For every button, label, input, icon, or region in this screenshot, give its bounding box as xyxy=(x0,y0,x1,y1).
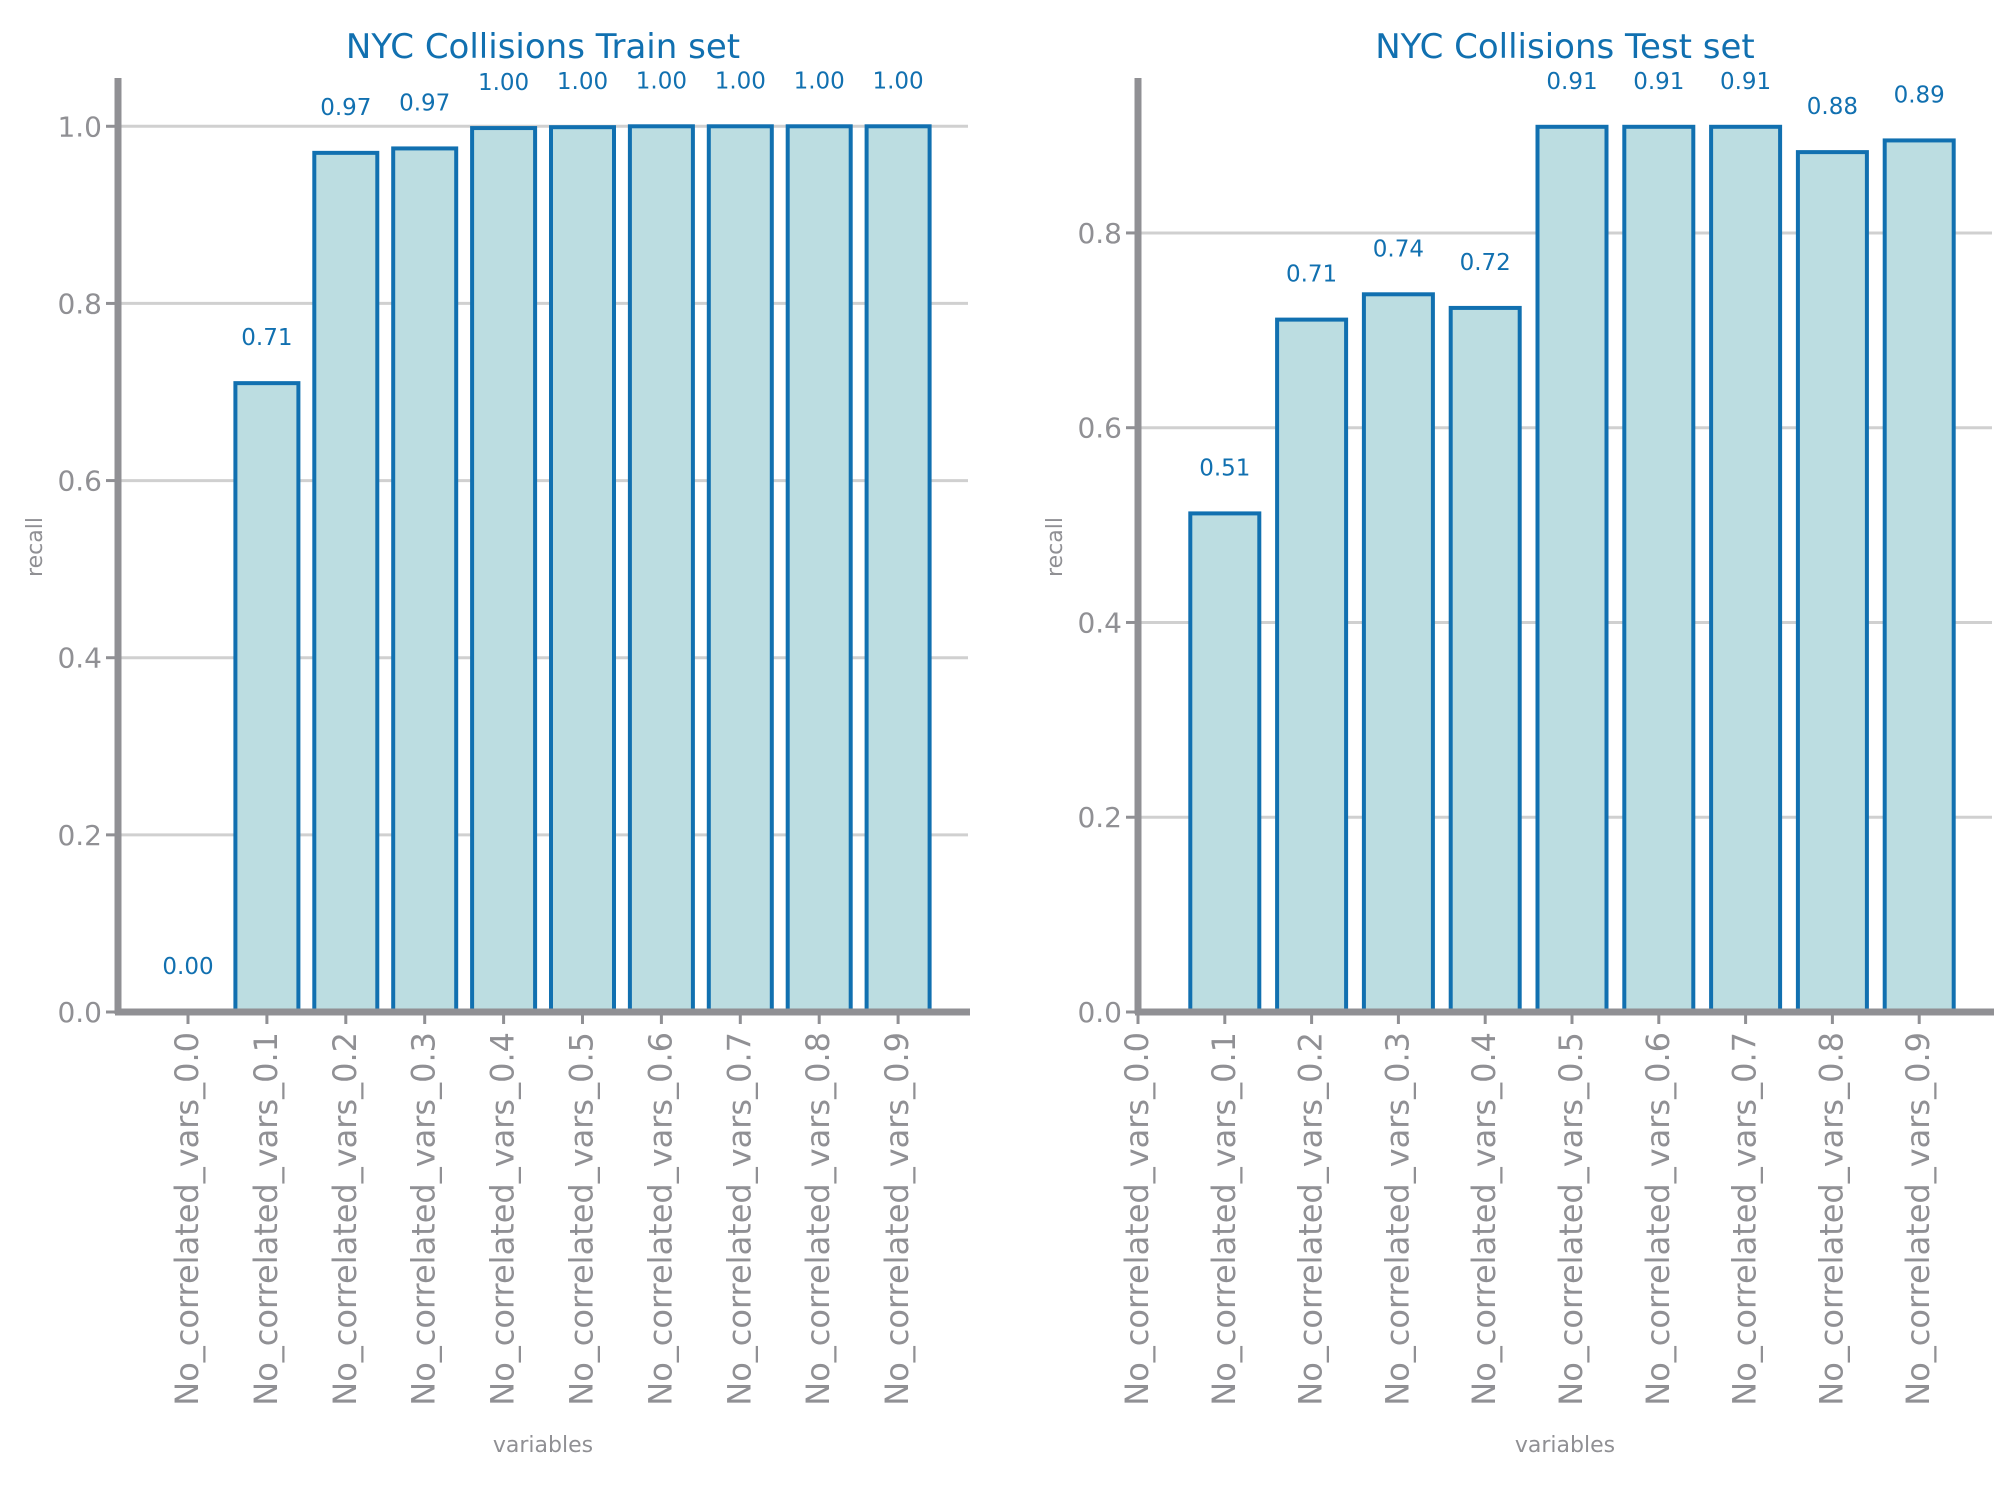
x-tick-label: No_correlated_vars_0.7 xyxy=(720,1032,758,1406)
bar-value-label: 0.97 xyxy=(320,95,371,121)
y-tick-label: 0.2 xyxy=(57,819,102,852)
x-tick-label: No_correlated_vars_0.0 xyxy=(168,1032,206,1406)
y-tick-label: 0.0 xyxy=(57,996,102,1029)
bar-value-label: 0.97 xyxy=(399,90,450,116)
bar-value-label: 1.00 xyxy=(636,68,687,94)
bar-value-label: 0.91 xyxy=(1633,69,1684,95)
bar-value-label: 0.72 xyxy=(1460,250,1511,276)
y-axis-label: recall xyxy=(23,517,48,577)
bar-value-label: 0.71 xyxy=(241,325,292,351)
chart-title: NYC Collisions Test set xyxy=(1375,27,1755,67)
x-tick-label: No_correlated_vars_0.6 xyxy=(1639,1032,1677,1406)
y-tick-label: 0.4 xyxy=(1077,606,1122,639)
x-tick-label: No_correlated_vars_0.3 xyxy=(405,1032,443,1406)
x-tick-label: No_correlated_vars_0.3 xyxy=(1378,1032,1416,1406)
x-tick-label: No_correlated_vars_0.4 xyxy=(1465,1032,1503,1406)
bar-value-label: 1.00 xyxy=(872,68,923,94)
x-tick-label: No_correlated_vars_0.1 xyxy=(1205,1032,1243,1406)
bar xyxy=(233,381,301,1014)
bar xyxy=(312,150,380,1015)
x-tick-label: No_correlated_vars_0.6 xyxy=(641,1032,679,1406)
x-tick-label: No_correlated_vars_0.8 xyxy=(1812,1032,1850,1406)
chart-panel-train: 0.0 0.2 0.4 0.6 0.8 1.0 0.00 No_correlated_vars… xyxy=(23,27,970,1458)
bar xyxy=(785,124,853,1015)
bar-value-label: 0.88 xyxy=(1807,94,1858,120)
bar-value-label: 0.91 xyxy=(1546,69,1597,95)
x-tick-label: No_correlated_vars_0.9 xyxy=(878,1032,916,1406)
x-axis-label: variables xyxy=(493,1433,593,1458)
x-tick-label: No_correlated_vars_0.5 xyxy=(563,1032,601,1406)
x-tick-label: No_correlated_vars_0.8 xyxy=(799,1032,837,1406)
y-tick-label: 0.0 xyxy=(1077,996,1122,1029)
x-tick-label: No_correlated_vars_0.2 xyxy=(1292,1032,1330,1406)
bar xyxy=(549,125,616,1014)
y-tick-label: 0.6 xyxy=(57,465,102,498)
x-tick-label: No_correlated_vars_0.4 xyxy=(484,1032,522,1406)
bar xyxy=(1188,511,1262,1014)
y-tick-label: 0.8 xyxy=(57,287,102,320)
y-tick-label: 0.6 xyxy=(1077,412,1122,445)
bar xyxy=(1622,124,1696,1014)
bar xyxy=(864,124,932,1015)
bar-value-label: 1.00 xyxy=(557,69,608,95)
x-axis-label: variables xyxy=(1515,1433,1615,1458)
bar xyxy=(1448,305,1522,1014)
x-tick-label: No_correlated_vars_0.2 xyxy=(326,1032,364,1406)
bar xyxy=(1795,150,1869,1015)
bar xyxy=(391,146,459,1014)
y-tick-label: 0.8 xyxy=(1077,217,1122,250)
bar-value-label: 0.00 xyxy=(162,954,213,980)
x-tick-label: No_correlated_vars_0.7 xyxy=(1726,1032,1764,1406)
y-tick-label: 0.4 xyxy=(57,642,102,675)
bar-value-label: 0.71 xyxy=(1286,262,1337,288)
x-tick-label: No_correlated_vars_0.1 xyxy=(247,1032,285,1406)
x-tick-label: No_correlated_vars_0.0 xyxy=(1118,1032,1156,1406)
bar-value-label: 0.91 xyxy=(1720,69,1771,95)
chart-panel-test: 0.0 0.2 0.4 0.6 0.8 No_correlated_vars_0.0 0.5… xyxy=(1043,27,1994,1458)
bar-value-label: 0.74 xyxy=(1373,236,1424,262)
bar-value-label: 0.89 xyxy=(1894,82,1945,108)
bar xyxy=(1361,292,1435,1014)
y-axis-label: recall xyxy=(1043,517,1068,577)
bar-value-label: 0.51 xyxy=(1199,455,1250,481)
y-tick-label: 0.2 xyxy=(1077,801,1122,834)
bar xyxy=(470,126,538,1015)
bar-value-label: 1.00 xyxy=(478,70,529,96)
bar-value-label: 1.00 xyxy=(794,68,845,94)
bar xyxy=(706,124,774,1015)
bar xyxy=(1275,317,1349,1015)
bar xyxy=(627,124,695,1015)
bar xyxy=(1535,124,1609,1014)
x-tick-label: No_correlated_vars_0.9 xyxy=(1899,1032,1937,1406)
chart-title: NYC Collisions Train set xyxy=(346,27,740,67)
bar-value-label: 1.00 xyxy=(715,68,766,94)
bar xyxy=(1709,124,1783,1014)
y-tick-label: 1.0 xyxy=(57,110,102,143)
bar xyxy=(1882,138,1956,1014)
x-tick-label: No_correlated_vars_0.5 xyxy=(1552,1032,1590,1406)
